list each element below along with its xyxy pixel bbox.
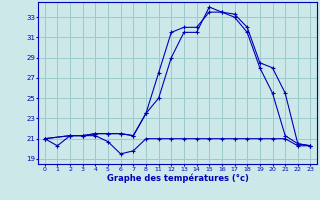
X-axis label: Graphe des températures (°c): Graphe des températures (°c) <box>107 174 249 183</box>
